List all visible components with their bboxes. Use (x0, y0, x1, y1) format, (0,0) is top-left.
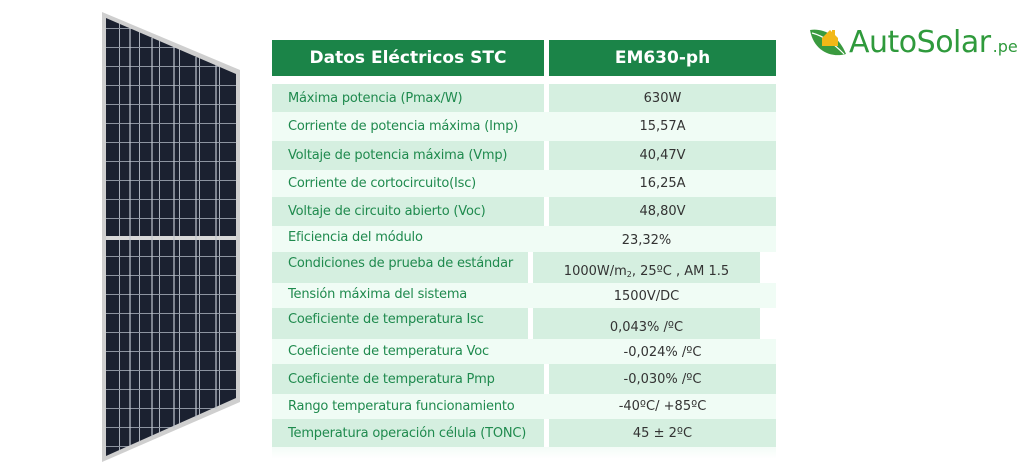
brand-name: AutoSolar (849, 25, 991, 60)
table-row: Eficiencia del módulo 23,32% (272, 226, 776, 252)
row-value: -0,024% /ºC (549, 339, 776, 364)
row-label: Corriente de cortocircuito(Isc) (272, 170, 544, 197)
solar-panel-image (100, 10, 242, 465)
row-value: 0,043% /ºC (533, 308, 760, 339)
table-row: Máxima potencia (Pmax/W) 630W (272, 84, 776, 112)
row-label: Máxima potencia (Pmax/W) (272, 84, 544, 112)
table-row: Tensión máxima del sistema 1500V/DC (272, 283, 776, 308)
brand-tld: .pe (992, 37, 1018, 56)
value-pre: 1000W/m (563, 264, 627, 279)
row-label: Coeficiente de temperatura Isc (272, 308, 528, 339)
row-value: 40,47V (549, 141, 776, 170)
row-value: 1000W/m 2, 25ºC , AM 1.5 (533, 252, 760, 283)
row-value: 1500V/DC (533, 283, 760, 308)
row-label: Voltaje de circuito abierto (Voc) (272, 197, 544, 226)
specs-table: Datos Eléctricos STC EM630-ph Máxima pot… (272, 40, 776, 459)
table-row: Rango temperatura funcionamiento -40ºC/ … (272, 394, 776, 419)
row-value: 45 ± 2ºC (549, 419, 776, 447)
table-header: Datos Eléctricos STC EM630-ph (272, 40, 776, 76)
value-sup: 2 (626, 270, 632, 279)
autosolar-logo: AutoSolar .pe (808, 18, 1018, 58)
row-label: Condiciones de prueba de estándar (272, 252, 528, 283)
table-row: Coeficiente de temperatura Isc 0,043% /º… (272, 308, 776, 339)
row-label: Tensión máxima del sistema (272, 283, 528, 308)
table-row: Coeficiente de temperatura Pmp -0,030% /… (272, 364, 776, 394)
row-value: 15,57A (549, 112, 776, 141)
table-row: Temperatura operación célula (TONC) 45 ±… (272, 419, 776, 447)
table-footer-fade (272, 447, 776, 459)
value-post: , 25ºC , AM 1.5 (631, 264, 730, 279)
row-value: 16,25A (549, 170, 776, 197)
row-label: Corriente de potencia máxima (Imp) (272, 112, 544, 141)
row-value: -0,030% /ºC (549, 364, 776, 394)
table-row: Corriente de potencia máxima (Imp) 15,57… (272, 112, 776, 141)
row-label: Temperatura operación célula (TONC) (272, 419, 544, 447)
row-value: -40ºC/ +85ºC (549, 394, 776, 419)
row-value: 48,80V (549, 197, 776, 226)
table-row: Voltaje de circuito abierto (Voc) 48,80V (272, 197, 776, 226)
row-label: Coeficiente de temperatura Pmp (272, 364, 544, 394)
row-label: Rango temperatura funcionamiento (272, 394, 544, 419)
row-label: Coeficiente de temperatura Voc (272, 339, 544, 364)
header-col-model: EM630-ph (549, 40, 776, 76)
row-label: Eficiencia del módulo (272, 226, 528, 252)
table-row: Voltaje de potencia máxima (Vmp) 40,47V (272, 141, 776, 170)
table-row: Condiciones de prueba de estándar 1000W/… (272, 252, 776, 283)
row-value: 23,32% (533, 226, 760, 252)
row-label: Voltaje de potencia máxima (Vmp) (272, 141, 544, 170)
row-value: 630W (549, 84, 776, 112)
table-row: Corriente de cortocircuito(Isc) 16,25A (272, 170, 776, 197)
leaf-house-icon (810, 29, 846, 56)
header-col-spec: Datos Eléctricos STC (272, 40, 544, 76)
table-row: Coeficiente de temperatura Voc -0,024% /… (272, 339, 776, 364)
